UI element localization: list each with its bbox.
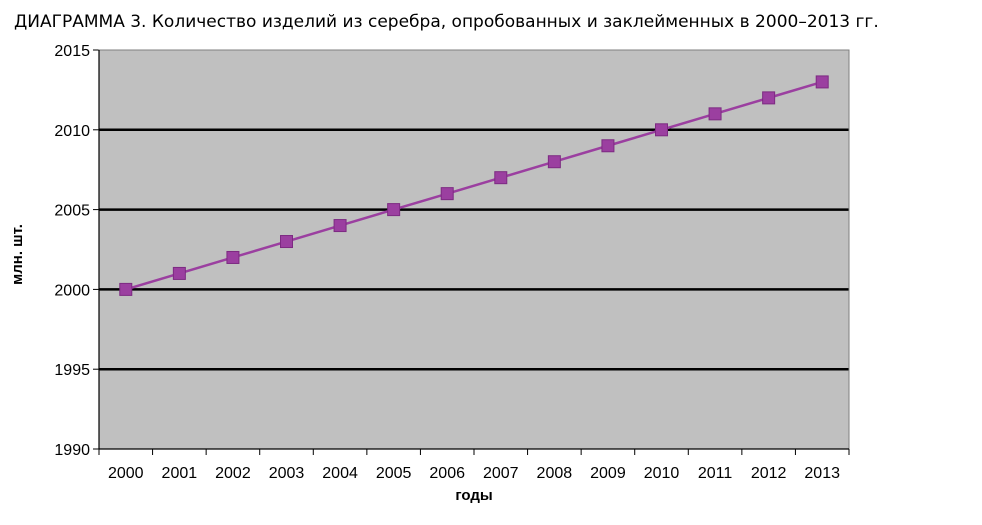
- x-tick-label: 2009: [590, 465, 626, 482]
- x-tick-label: 2007: [483, 465, 519, 482]
- x-tick-label: 2012: [751, 465, 787, 482]
- data-point: [494, 171, 508, 185]
- x-tick-label: 2004: [322, 465, 358, 482]
- data-point: [333, 219, 347, 233]
- y-tick-label: 2015: [54, 43, 90, 60]
- data-point: [601, 139, 615, 153]
- x-tick-label: 2000: [108, 465, 144, 482]
- y-tick-label: 2005: [54, 203, 90, 220]
- series: [119, 75, 829, 296]
- x-tick-label: 2002: [215, 465, 251, 482]
- y-axis-title: млн. шт.: [9, 224, 26, 285]
- data-point: [547, 155, 561, 169]
- axes: [98, 49, 850, 455]
- data-point: [387, 203, 401, 217]
- y-tick-labels: 1990 1995 2000 2005 2010 2015: [54, 43, 90, 459]
- x-tick-label: 2013: [804, 465, 840, 482]
- y-tick-label: 1995: [54, 362, 90, 379]
- y-tick-label: 1990: [54, 442, 90, 459]
- data-point: [280, 235, 293, 249]
- x-axis-title: годы: [455, 487, 492, 504]
- x-tick-labels: 2000 2001 2002 2003 2004 2005 2006 2007 2008 2009…: [108, 465, 840, 482]
- x-tick-label: 2005: [376, 465, 412, 482]
- x-tick-label: 2001: [162, 465, 198, 482]
- x-tick-label: 2010: [644, 465, 680, 482]
- data-point: [172, 266, 186, 280]
- x-tick-label: 2006: [429, 465, 465, 482]
- y-tick-label: 2000: [54, 282, 90, 299]
- data-point: [762, 91, 776, 105]
- gridlines: [93, 49, 849, 450]
- chart-title: ДИАГРАММА 3. Количество изделий из сереб…: [14, 12, 879, 32]
- data-point: [815, 75, 829, 89]
- plot-area: [99, 50, 849, 449]
- x-tick-label: 2008: [537, 465, 573, 482]
- data-point: [708, 107, 722, 121]
- data-point: [440, 187, 454, 201]
- data-point: [119, 282, 133, 296]
- data-point: [226, 250, 240, 264]
- x-tick-label: 2011: [698, 465, 733, 482]
- x-tick-label: 2003: [269, 465, 305, 482]
- series-line: [125, 80, 823, 291]
- data-point: [655, 123, 668, 137]
- y-tick-label: 2010: [54, 123, 90, 140]
